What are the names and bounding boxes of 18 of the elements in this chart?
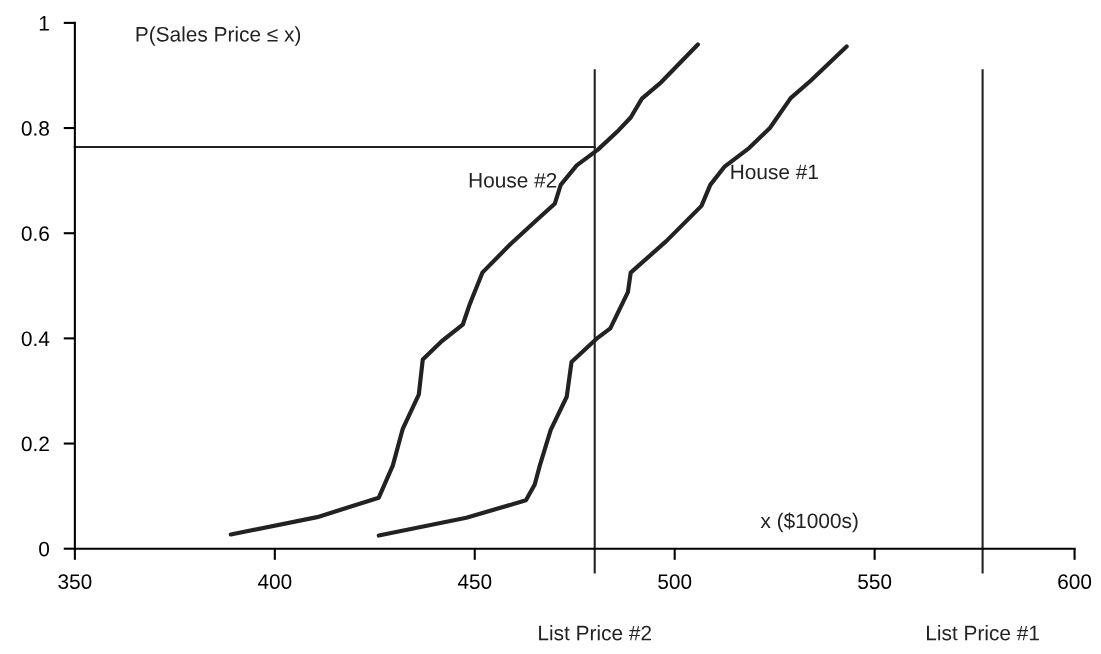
x-tick-label: 600 <box>1058 574 1092 590</box>
y-tick-label: 0 <box>39 541 50 557</box>
y-tick-label: 0.2 <box>21 436 49 452</box>
x-tick-label: 550 <box>858 574 892 590</box>
ref-line-label: List Price #2 <box>539 625 651 641</box>
y-tick-label: 1 <box>39 16 49 31</box>
series-label: House #1 <box>731 164 818 180</box>
y-tick-label: 0.4 <box>21 331 50 347</box>
x-tick-label: 500 <box>658 574 692 590</box>
y-tick-label: 0.6 <box>21 226 49 241</box>
y-axis-title: P(Sales Price ≤ x) <box>136 26 301 46</box>
x-tick-label: 350 <box>58 574 92 590</box>
series-label: House #2 <box>469 172 557 188</box>
x-tick-label: 450 <box>457 574 492 590</box>
y-tick-label: 0.8 <box>21 121 49 136</box>
x-tick-label: 400 <box>257 574 292 590</box>
ref-line-label: List Price #1 <box>927 625 1039 641</box>
x-axis-title: x ($1000s) <box>760 512 858 533</box>
